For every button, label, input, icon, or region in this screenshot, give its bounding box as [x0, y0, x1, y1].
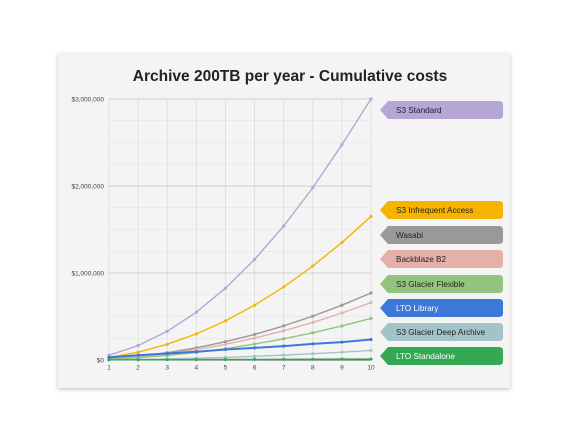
x-tick-label: 7 — [282, 365, 286, 372]
data-point — [369, 357, 373, 361]
data-point — [311, 352, 315, 356]
legend-label: S3 Infrequent Access — [396, 206, 473, 215]
data-point — [194, 310, 198, 314]
legend-tag — [380, 250, 503, 268]
data-point — [194, 350, 198, 354]
legend-label: LTO Library — [396, 304, 439, 313]
data-point — [223, 357, 228, 362]
x-tick-label: 9 — [340, 365, 344, 372]
series-line — [108, 317, 372, 360]
legend-tag — [380, 201, 503, 219]
data-point — [311, 314, 315, 318]
data-point — [340, 350, 344, 354]
legend-label: S3 Standard — [396, 106, 442, 115]
data-point — [369, 348, 373, 353]
data-point — [165, 342, 169, 346]
data-point — [311, 264, 315, 268]
data-point — [282, 224, 286, 228]
series-line — [108, 338, 372, 359]
data-point — [223, 319, 228, 323]
data-point — [194, 357, 198, 362]
data-point — [165, 329, 169, 333]
line-chart: Archive 200TB per year - Cumulative cost… — [71, 68, 503, 372]
x-tick-label: 5 — [224, 365, 228, 372]
data-point — [340, 303, 344, 307]
legend-tag — [380, 323, 503, 341]
data-point — [282, 357, 286, 361]
y-tick-label: $2,000,000 — [71, 183, 104, 190]
data-point — [369, 214, 373, 219]
data-point — [252, 346, 257, 350]
legend-label: S3 Glacier Flexible — [396, 280, 465, 289]
data-point — [223, 340, 228, 344]
data-point — [282, 353, 286, 357]
x-tick-label: 10 — [367, 365, 375, 372]
data-point — [340, 240, 344, 245]
legend-tag — [380, 299, 503, 317]
chart-card: Archive 200TB per year - Cumulative cost… — [58, 54, 510, 388]
chart-title: Archive 200TB per year - Cumulative cost… — [133, 68, 447, 85]
x-tick-label: 1 — [107, 365, 111, 372]
data-point — [282, 324, 286, 328]
x-tick-label: 4 — [195, 365, 199, 372]
data-point — [369, 97, 373, 101]
legend-tag — [380, 101, 503, 119]
series-line — [108, 98, 372, 356]
data-point — [165, 351, 169, 356]
data-point — [311, 186, 315, 190]
data-point — [311, 357, 315, 361]
data-point — [252, 303, 257, 307]
data-point — [165, 358, 169, 362]
data-point — [369, 291, 373, 295]
data-point — [252, 336, 257, 340]
x-tick-label: 2 — [136, 365, 140, 372]
data-point — [340, 311, 344, 315]
data-point — [340, 143, 344, 147]
data-point — [223, 342, 228, 346]
data-point — [282, 285, 286, 289]
data-point — [311, 342, 315, 346]
data-point — [282, 337, 286, 341]
data-point — [252, 342, 257, 346]
legend-label: Backblaze B2 — [396, 255, 447, 264]
x-tick-label: 6 — [253, 365, 257, 372]
legend-label: S3 Glacier Deep Archive — [396, 328, 486, 337]
data-point — [369, 316, 373, 321]
data-point — [340, 357, 344, 361]
series-line — [108, 215, 372, 359]
data-point — [252, 332, 257, 337]
data-point — [194, 332, 198, 336]
data-point — [136, 358, 140, 362]
data-point — [369, 337, 373, 342]
data-point — [340, 340, 344, 344]
legend-tag — [380, 275, 503, 293]
data-point — [252, 354, 257, 358]
x-tick-label: 3 — [165, 365, 169, 372]
y-tick-label: $0 — [97, 357, 105, 364]
legend-tag — [380, 347, 503, 365]
data-point — [252, 357, 257, 361]
data-point — [223, 347, 228, 352]
legend-tag — [380, 226, 503, 244]
legend-label: Wasabi — [396, 231, 423, 240]
y-tick-label: $3,000,000 — [71, 96, 104, 103]
data-point — [369, 300, 373, 305]
data-point — [282, 344, 286, 348]
data-point — [282, 329, 286, 333]
data-point — [136, 350, 140, 354]
y-tick-label: $1,000,000 — [71, 270, 104, 277]
legend-label: LTO Standalone — [396, 352, 455, 361]
data-point — [136, 353, 140, 357]
data-point — [311, 331, 315, 335]
data-point — [311, 320, 315, 325]
data-point — [107, 358, 111, 362]
data-point — [340, 324, 344, 328]
data-point — [223, 286, 228, 290]
series-line — [108, 301, 372, 360]
data-point — [252, 257, 257, 262]
data-point — [136, 344, 140, 348]
series-line — [108, 358, 372, 361]
data-point — [107, 355, 111, 359]
x-tick-label: 8 — [311, 365, 315, 372]
